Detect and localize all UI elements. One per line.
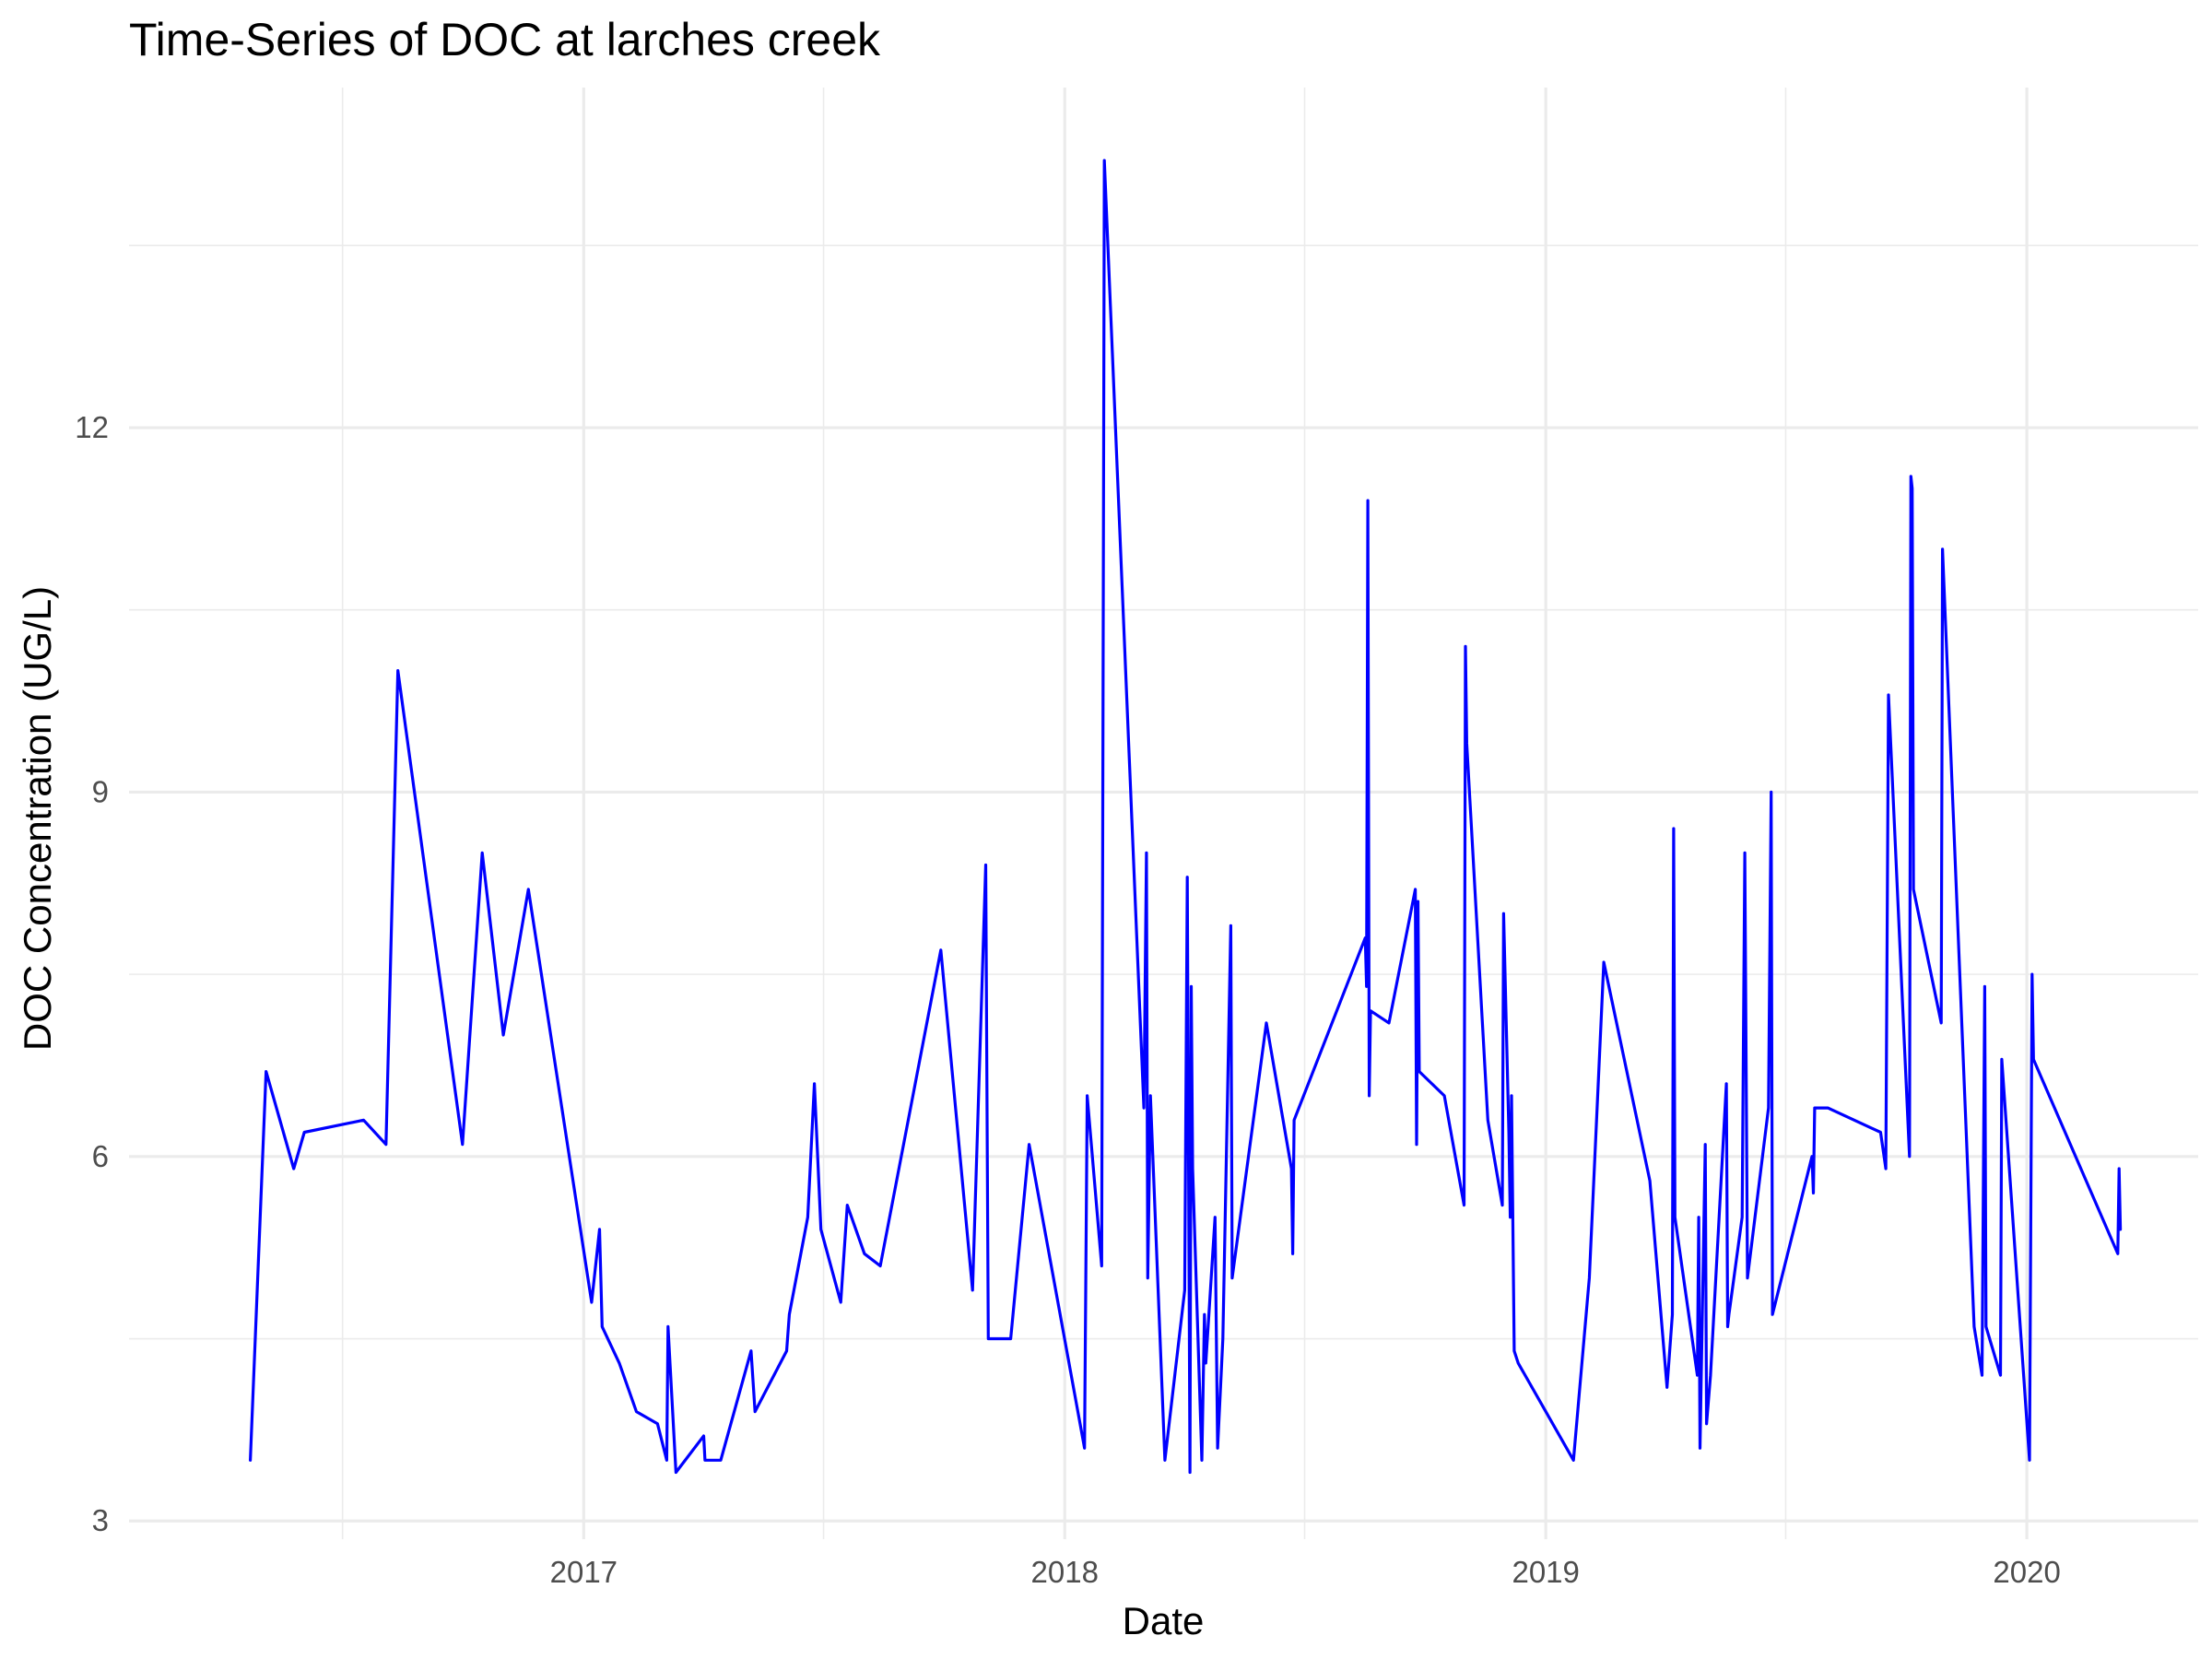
series-layer [249,159,2123,1475]
x-tick-label: 2017 [550,1555,618,1589]
y-tick-label: 3 [92,1503,109,1537]
y-tick-label: 6 [92,1139,109,1173]
x-tick-label: 2020 [1993,1555,2060,1589]
y-axis-ticks: 3 6 9 12 [75,410,109,1537]
gridlines [129,88,2198,1539]
y-tick-label: 12 [75,410,109,444]
doc-series-line [249,159,2123,1475]
x-tick-label: 2019 [1512,1555,1579,1589]
x-axis-ticks: 2017 2018 2019 2020 [550,1555,2061,1589]
y-tick-label: 9 [92,774,109,808]
x-axis-title: Date [1123,1599,1205,1642]
x-tick-label: 2018 [1031,1555,1099,1589]
y-axis-title: DOC Concentration (UG/L) [16,586,59,1051]
chart-title: Time-Series of DOC at larches creek [129,14,881,65]
